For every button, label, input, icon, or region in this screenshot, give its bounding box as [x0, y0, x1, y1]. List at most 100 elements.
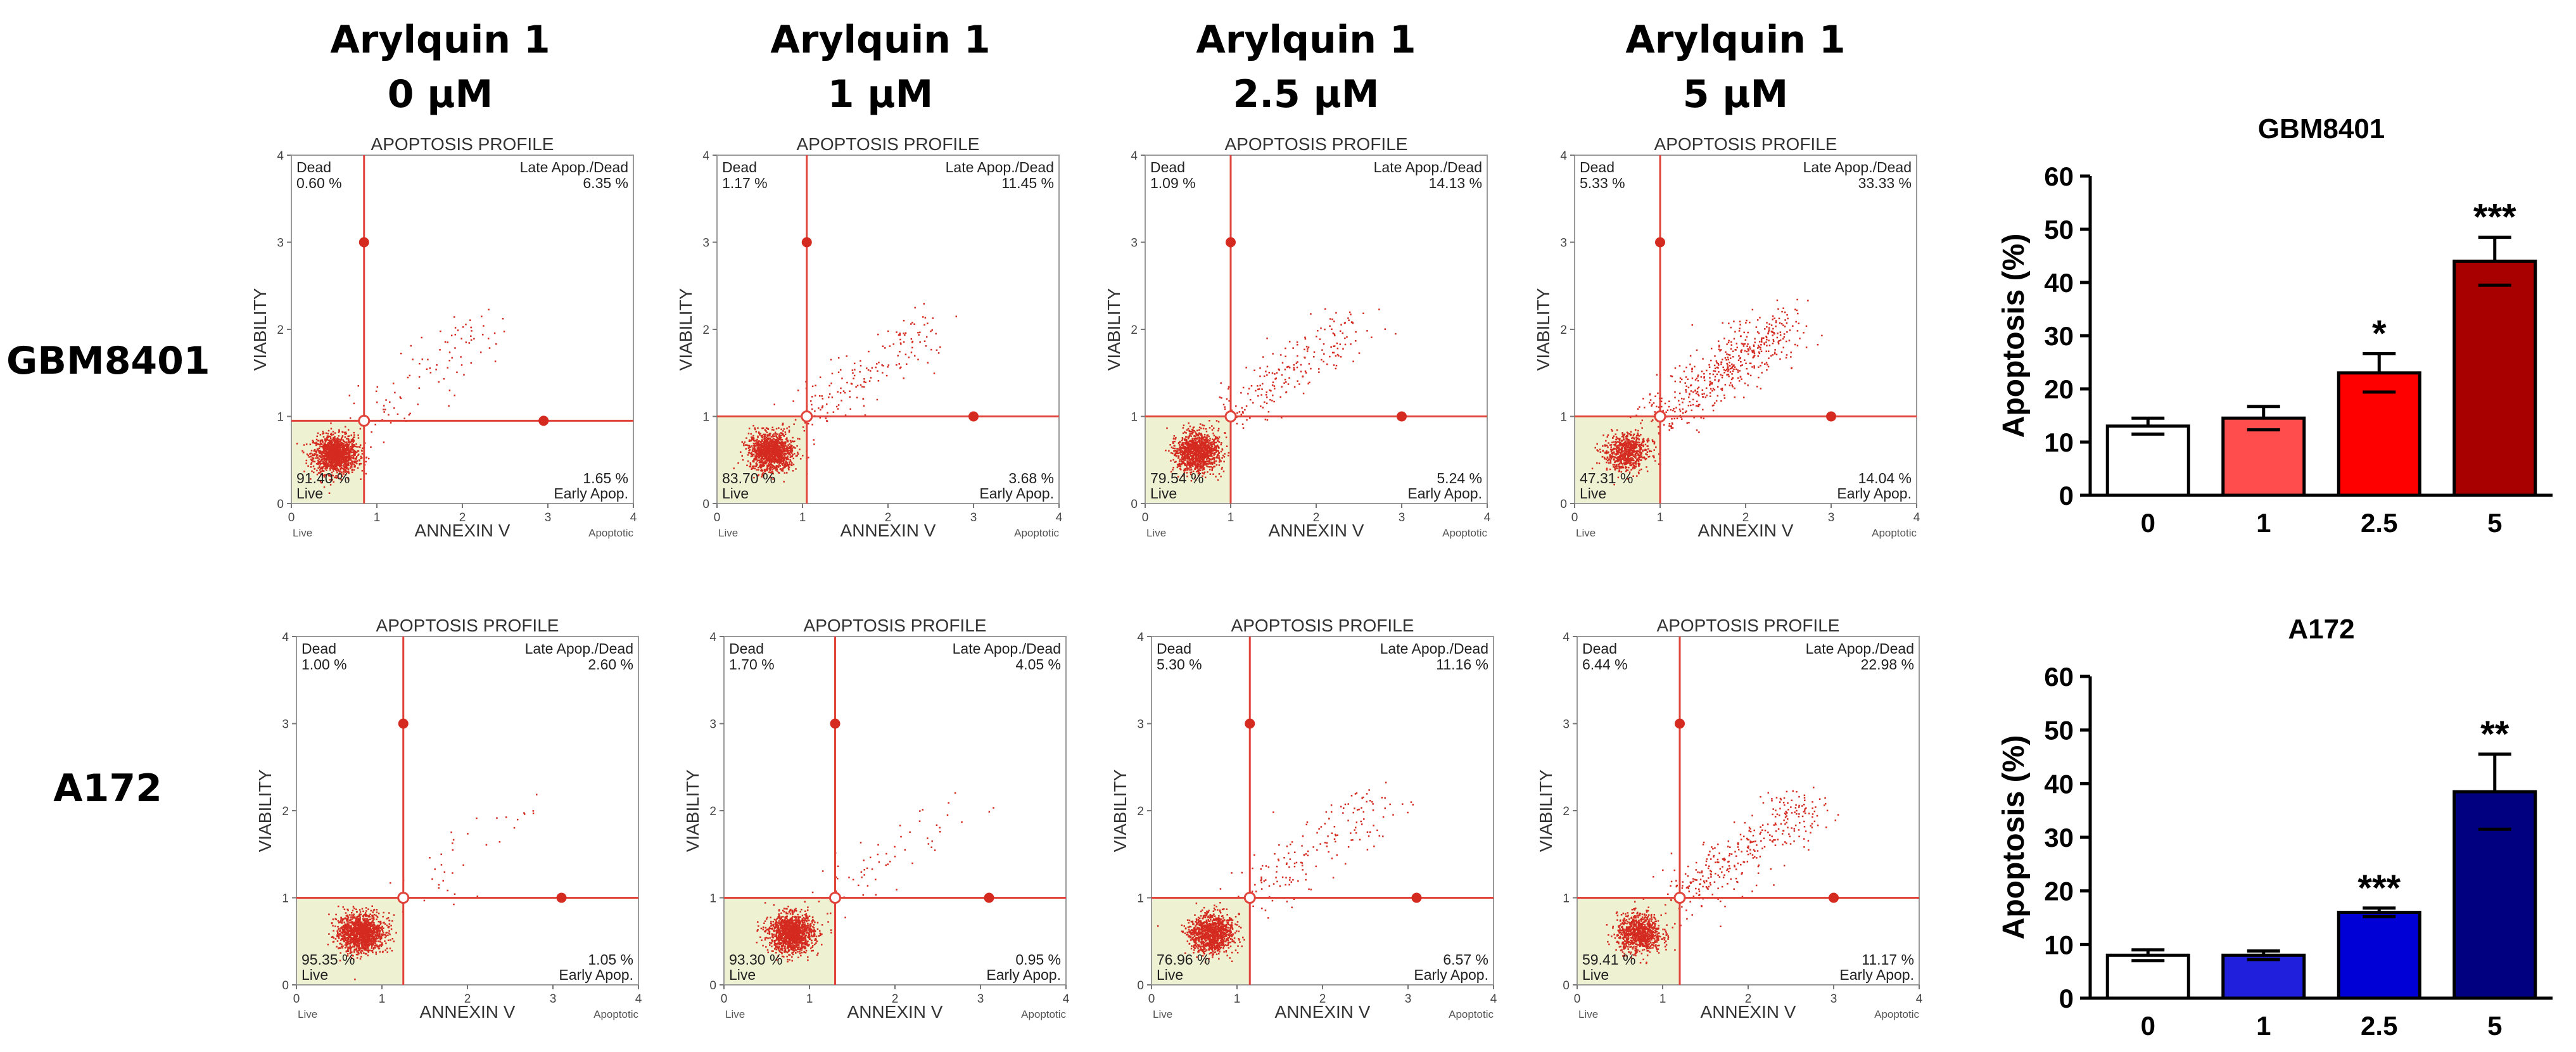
cell-event: [786, 428, 788, 429]
cell-event: [1193, 442, 1195, 444]
cell-event: [1173, 435, 1176, 437]
cell-event: [1615, 443, 1616, 445]
cell-event: [913, 323, 915, 326]
cell-event: [319, 455, 320, 458]
cell-event: [1625, 453, 1627, 456]
cell-event: [788, 466, 790, 469]
cell-event: [1617, 447, 1620, 449]
cell-event: [465, 323, 467, 326]
cell-event: [765, 453, 768, 455]
x-tick-label: 1: [1228, 511, 1234, 524]
cell-event: [1191, 445, 1193, 447]
cell-event: [1218, 473, 1221, 475]
cell-event: [763, 436, 765, 438]
cell-event: [345, 450, 347, 452]
cell-event: [1634, 456, 1636, 459]
cell-event: [1200, 457, 1202, 460]
cell-event: [1202, 446, 1205, 448]
cell-event: [336, 458, 339, 460]
cell-event: [903, 333, 905, 334]
cell-event: [793, 423, 795, 426]
cell-event: [328, 445, 330, 448]
cell-event: [764, 462, 766, 464]
cell-event: [1602, 450, 1604, 452]
cell-event: [316, 473, 319, 476]
cell-event: [1193, 470, 1195, 472]
cell-event: [324, 444, 326, 447]
cell-event: [358, 453, 360, 455]
cell-event: [778, 438, 780, 441]
cell-event: [348, 447, 350, 449]
cell-event: [1202, 463, 1204, 465]
cell-event: [768, 452, 770, 453]
cell-event: [355, 462, 357, 464]
cell-event: [792, 446, 795, 448]
cell-event: [761, 436, 763, 438]
cell-event: [355, 456, 358, 458]
cell-event: [1219, 459, 1221, 462]
cell-event: [765, 439, 768, 441]
cell-event: [1215, 450, 1217, 452]
cell-event: [1224, 408, 1226, 410]
cell-event: [346, 471, 349, 473]
cell-event: [1304, 356, 1305, 358]
cell-event: [1217, 450, 1219, 452]
cell-event: [767, 428, 770, 430]
cell-event: [1273, 400, 1275, 403]
cell-event: [1184, 450, 1186, 452]
cell-event: [1323, 343, 1325, 345]
y-tick-label: 3: [1560, 237, 1567, 250]
cell-event: [1647, 438, 1649, 440]
cell-event: [334, 449, 337, 451]
cell-event: [757, 453, 759, 456]
cell-event: [341, 452, 344, 455]
cell-event: [1182, 452, 1184, 453]
cell-event: [758, 440, 760, 442]
live-quadrant-fill: [1146, 416, 1231, 503]
cell-event: [355, 457, 357, 459]
cell-event: [333, 459, 336, 461]
cell-event: [1348, 311, 1351, 314]
cell-event: [766, 469, 768, 471]
cell-event: [1206, 463, 1208, 465]
cell-event: [1214, 457, 1216, 459]
cell-event: [744, 444, 747, 446]
cell-event: [770, 460, 771, 462]
cell-event: [322, 440, 324, 443]
cell-event: [1209, 458, 1211, 460]
cell-event: [317, 450, 319, 452]
cell-event: [1204, 439, 1206, 441]
cell-event: [766, 467, 769, 470]
cell-event: [1207, 471, 1209, 473]
cell-event: [323, 463, 325, 466]
cell-event: [761, 461, 763, 463]
cell-event: [1293, 369, 1295, 371]
cell-event: [1621, 465, 1624, 467]
cell-event: [334, 439, 336, 441]
cell-event: [1622, 467, 1625, 469]
cell-event: [322, 455, 324, 457]
cell-event: [1210, 461, 1212, 464]
cell-event: [761, 457, 763, 460]
column-header-line2: 0 µM: [387, 72, 493, 117]
cell-event: [741, 441, 744, 443]
cell-event: [777, 433, 778, 435]
cell-event: [853, 362, 856, 365]
cell-event: [1635, 460, 1637, 463]
cell-event: [332, 438, 334, 440]
cell-event: [1384, 328, 1386, 330]
cell-event: [1211, 443, 1214, 445]
cell-event: [1186, 462, 1188, 464]
cell-event: [324, 449, 326, 452]
cell-event: [1194, 456, 1196, 459]
x-tick-label: 1: [1657, 511, 1664, 524]
cell-event: [773, 467, 775, 470]
cell-event: [775, 458, 777, 460]
cell-event: [1283, 382, 1285, 384]
cell-event: [763, 452, 765, 454]
cell-event: [1190, 458, 1191, 460]
cell-event: [1632, 447, 1634, 450]
cell-event: [1619, 443, 1621, 445]
cell-event: [755, 462, 757, 465]
cell-event: [1637, 454, 1640, 456]
